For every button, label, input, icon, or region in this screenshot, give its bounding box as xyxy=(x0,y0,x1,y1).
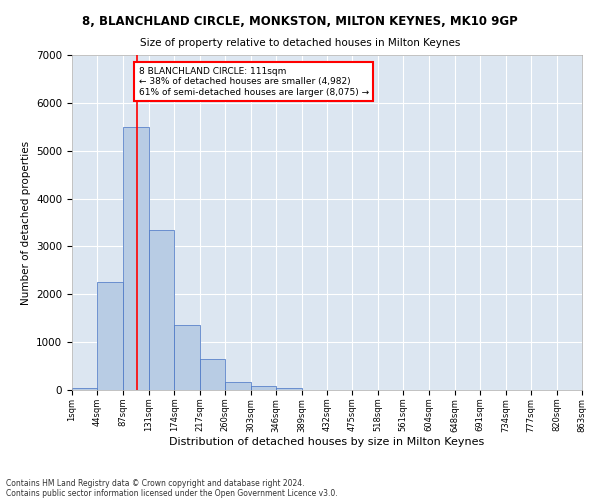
Text: 8 BLANCHLAND CIRCLE: 111sqm
← 38% of detached houses are smaller (4,982)
61% of : 8 BLANCHLAND CIRCLE: 111sqm ← 38% of det… xyxy=(139,67,369,97)
Bar xyxy=(149,230,175,390)
Text: Size of property relative to detached houses in Milton Keynes: Size of property relative to detached ho… xyxy=(140,38,460,48)
Bar xyxy=(225,382,251,390)
Bar xyxy=(200,359,225,390)
X-axis label: Distribution of detached houses by size in Milton Keynes: Distribution of detached houses by size … xyxy=(169,437,485,447)
Bar xyxy=(72,388,97,390)
Bar xyxy=(251,386,276,390)
Bar xyxy=(97,282,123,390)
Text: Contains HM Land Registry data © Crown copyright and database right 2024.: Contains HM Land Registry data © Crown c… xyxy=(6,478,305,488)
Bar xyxy=(175,326,200,390)
Text: 8, BLANCHLAND CIRCLE, MONKSTON, MILTON KEYNES, MK10 9GP: 8, BLANCHLAND CIRCLE, MONKSTON, MILTON K… xyxy=(82,15,518,28)
Text: Contains public sector information licensed under the Open Government Licence v3: Contains public sector information licen… xyxy=(6,488,338,498)
Bar xyxy=(276,388,302,390)
Bar xyxy=(123,127,149,390)
Y-axis label: Number of detached properties: Number of detached properties xyxy=(20,140,31,304)
